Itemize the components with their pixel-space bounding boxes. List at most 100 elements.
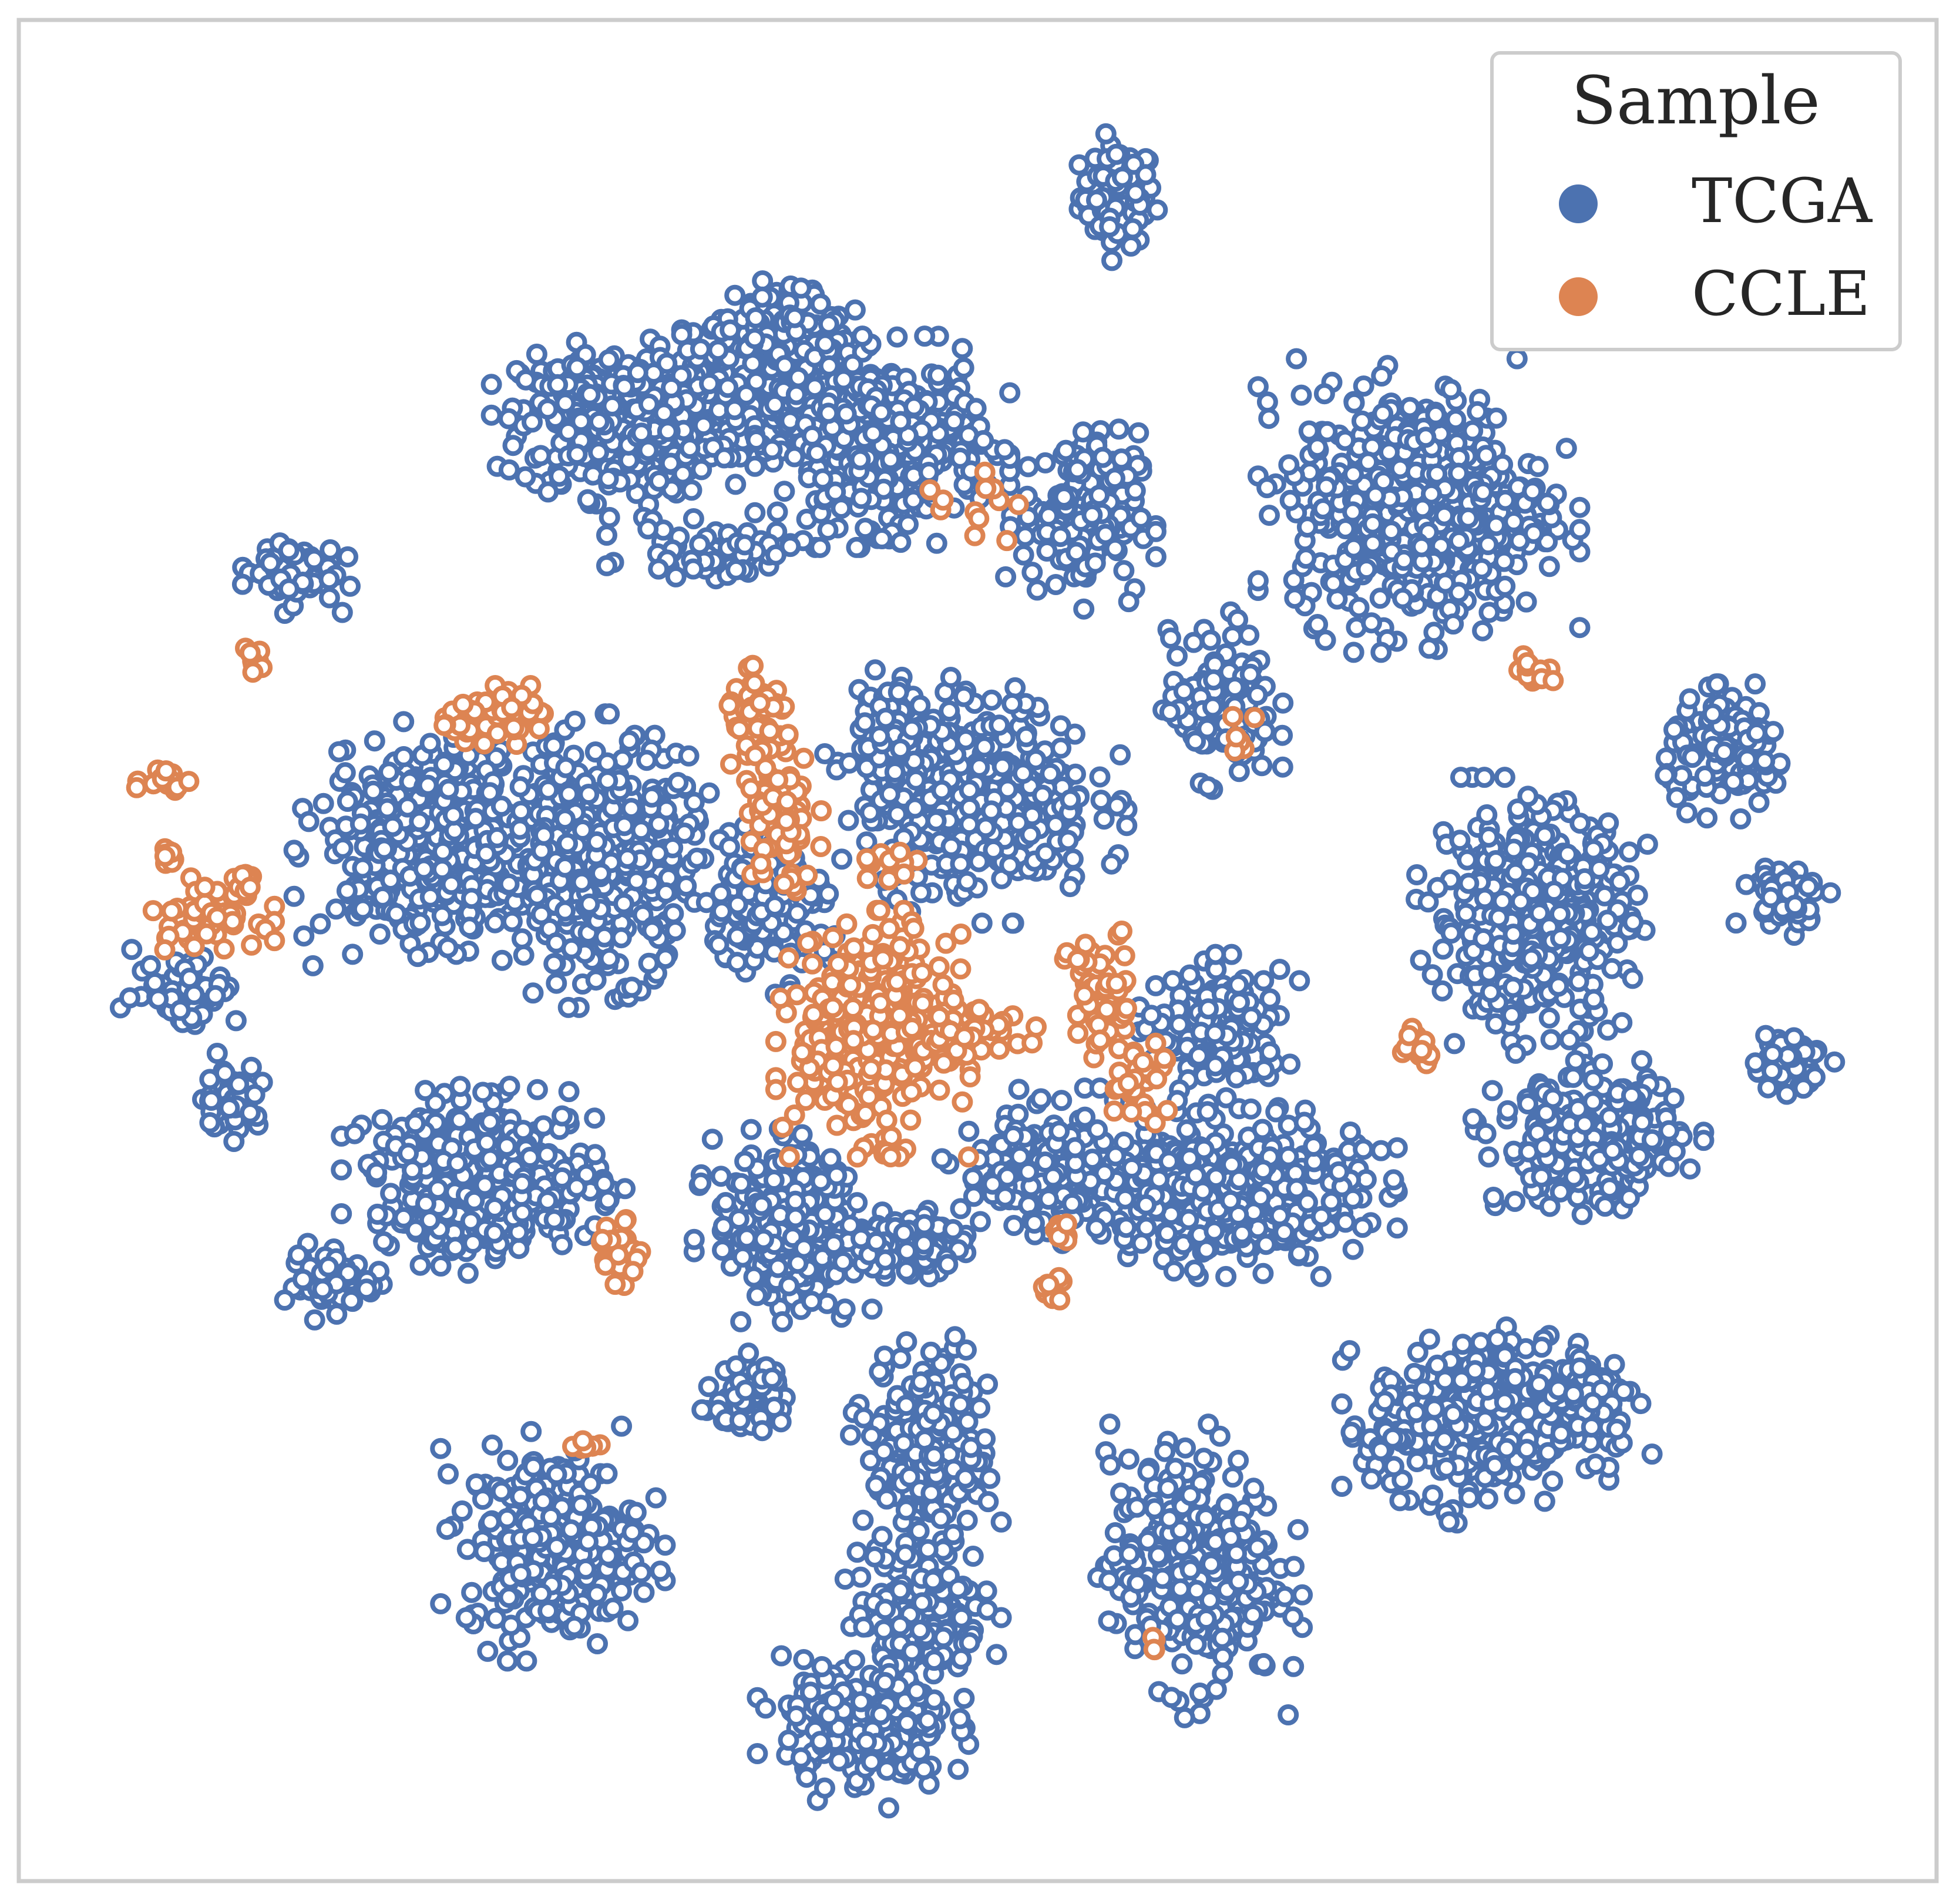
point-tcga	[943, 411, 965, 432]
point-tcga	[904, 797, 926, 819]
point-tcga	[940, 835, 962, 857]
point-tcga	[1491, 890, 1513, 912]
point-tcga	[522, 982, 544, 1004]
point-tcga	[1713, 741, 1735, 763]
point-tcga	[851, 488, 872, 509]
point-tcga	[1399, 397, 1421, 418]
point-tcga	[1445, 409, 1467, 431]
point-tcga	[638, 393, 660, 415]
point-tcga	[1241, 1006, 1262, 1028]
point-tcga	[1535, 1102, 1557, 1124]
point-tcga	[479, 782, 501, 804]
point-tcga	[1348, 597, 1370, 619]
point-tcga	[310, 913, 331, 935]
point-tcga	[533, 824, 554, 846]
point-tcga	[1072, 421, 1094, 443]
point-tcga	[764, 895, 786, 917]
point-tcga	[1744, 673, 1766, 695]
point-tcga	[1440, 922, 1462, 944]
point-tcga	[1099, 216, 1121, 237]
point-tcga	[1472, 620, 1494, 642]
point-tcga	[1246, 684, 1268, 706]
point-tcga	[1540, 1029, 1562, 1050]
point-tcga	[1335, 518, 1356, 540]
point-tcga	[910, 882, 932, 904]
point-tcga	[1258, 408, 1280, 429]
point-tcga	[1494, 489, 1516, 511]
point-tcga	[374, 838, 395, 860]
point-tcga	[1502, 976, 1524, 998]
point-tcga	[995, 566, 1017, 587]
point-tcga	[1592, 1053, 1614, 1074]
point-tcga	[1571, 1204, 1593, 1225]
point-tcga	[1457, 507, 1479, 529]
point-tcga	[1663, 719, 1685, 741]
point-tcga	[710, 883, 732, 904]
point-tcga	[564, 710, 586, 732]
point-tcga	[683, 508, 704, 529]
point-tcga	[1578, 941, 1600, 962]
point-tcga	[537, 481, 559, 503]
point-tcga	[433, 754, 455, 775]
point-tcga	[526, 885, 548, 906]
point-tcga	[1185, 730, 1206, 752]
point-tcga	[1125, 182, 1147, 204]
point-tcga	[179, 968, 200, 989]
point-tcga	[1481, 1080, 1503, 1102]
point-tcga	[1666, 787, 1688, 808]
point-tcga	[1162, 970, 1184, 992]
point-tcga	[1477, 534, 1499, 555]
point-tcga	[1505, 1042, 1527, 1064]
point-tcga	[1198, 998, 1219, 1020]
point-tcga	[1406, 864, 1428, 885]
point-tcga	[1485, 1013, 1507, 1035]
point-tcga	[1111, 448, 1132, 470]
point-tcga	[1065, 542, 1087, 563]
point-tcga	[880, 449, 902, 471]
point-tcga	[1528, 902, 1550, 924]
point-tcga	[486, 827, 508, 848]
point-tcga	[725, 559, 747, 580]
point-tcga	[437, 937, 459, 959]
point-tcga	[1598, 812, 1619, 834]
point-tcga	[1247, 376, 1269, 398]
point-tcga	[1073, 598, 1095, 620]
point-tcga	[278, 539, 300, 561]
point-tcga	[336, 880, 358, 902]
point-tcga	[761, 439, 783, 461]
point-tcga	[1658, 1120, 1680, 1141]
series-tcga	[109, 123, 1846, 1819]
point-tcga	[1045, 574, 1067, 595]
point-tcga	[1505, 862, 1527, 884]
point-tcga	[1458, 872, 1480, 894]
point-tcga	[1426, 463, 1448, 485]
point-tcga	[683, 558, 704, 580]
point-tcga	[1476, 804, 1498, 825]
point-tcga	[1448, 462, 1469, 484]
point-tcga	[613, 893, 635, 915]
point-tcga	[620, 798, 642, 820]
point-tcga	[1565, 1050, 1586, 1072]
point-tcga	[621, 976, 643, 998]
point-tcga	[665, 566, 687, 587]
point-tcga	[630, 820, 652, 841]
point-tcga	[1581, 921, 1603, 943]
point-tcga	[1312, 498, 1334, 520]
point-tcga	[707, 340, 729, 361]
point-tcga	[144, 972, 166, 993]
point-tcga	[1506, 348, 1528, 370]
point-tcga	[1693, 1130, 1715, 1151]
point-tcga	[1431, 980, 1453, 1002]
point-tcga	[547, 374, 569, 395]
point-tcga	[501, 911, 523, 932]
point-tcga	[818, 313, 839, 335]
point-tcga	[724, 284, 746, 306]
point-tcga	[1067, 459, 1088, 481]
point-tcga	[1706, 673, 1728, 695]
point-tcga	[1569, 496, 1591, 518]
point-tcga	[1421, 483, 1442, 505]
point-tcga	[1567, 1098, 1589, 1120]
point-tcga	[785, 384, 807, 405]
point-tcga	[1342, 501, 1364, 523]
